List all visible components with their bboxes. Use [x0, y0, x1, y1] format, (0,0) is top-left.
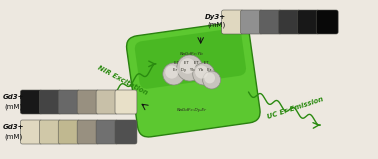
- FancyBboxPatch shape: [58, 120, 80, 144]
- FancyBboxPatch shape: [96, 120, 118, 144]
- Ellipse shape: [203, 71, 221, 89]
- FancyBboxPatch shape: [115, 120, 137, 144]
- Text: NaGdFc:Dy,Er: NaGdFc:Dy,Er: [177, 108, 207, 112]
- FancyBboxPatch shape: [127, 22, 260, 137]
- FancyBboxPatch shape: [58, 90, 80, 114]
- Text: (mM): (mM): [4, 104, 23, 110]
- Text: NaGdFc:Yb: NaGdFc:Yb: [180, 52, 204, 56]
- Ellipse shape: [204, 73, 215, 83]
- FancyBboxPatch shape: [278, 10, 300, 34]
- Text: Gd3+: Gd3+: [3, 94, 24, 100]
- Text: Dy3+: Dy3+: [204, 14, 226, 20]
- FancyBboxPatch shape: [240, 10, 262, 34]
- FancyBboxPatch shape: [20, 90, 42, 114]
- FancyBboxPatch shape: [96, 90, 118, 114]
- FancyBboxPatch shape: [20, 120, 42, 144]
- Text: Gd3+: Gd3+: [3, 124, 24, 130]
- FancyBboxPatch shape: [39, 90, 61, 114]
- Ellipse shape: [180, 58, 195, 74]
- Text: (mM): (mM): [4, 134, 23, 140]
- Ellipse shape: [193, 63, 215, 85]
- Ellipse shape: [177, 55, 203, 81]
- FancyBboxPatch shape: [259, 10, 281, 34]
- FancyBboxPatch shape: [77, 120, 99, 144]
- Text: NIR Excitation: NIR Excitation: [97, 64, 149, 96]
- FancyBboxPatch shape: [135, 28, 246, 89]
- Ellipse shape: [165, 65, 178, 79]
- Text: UC Er Emission: UC Er Emission: [266, 96, 324, 120]
- Ellipse shape: [163, 63, 185, 85]
- FancyBboxPatch shape: [77, 90, 99, 114]
- FancyBboxPatch shape: [222, 10, 243, 34]
- Text: Er   Dy   Yb   Yb   Er: Er Dy Yb Yb Er: [173, 68, 211, 72]
- FancyBboxPatch shape: [297, 10, 319, 34]
- Text: ET    ET    ET    ET: ET ET ET ET: [175, 61, 209, 65]
- Text: (mM): (mM): [208, 22, 226, 28]
- FancyBboxPatch shape: [316, 10, 338, 34]
- FancyBboxPatch shape: [115, 90, 137, 114]
- FancyBboxPatch shape: [39, 120, 61, 144]
- Ellipse shape: [195, 65, 208, 79]
